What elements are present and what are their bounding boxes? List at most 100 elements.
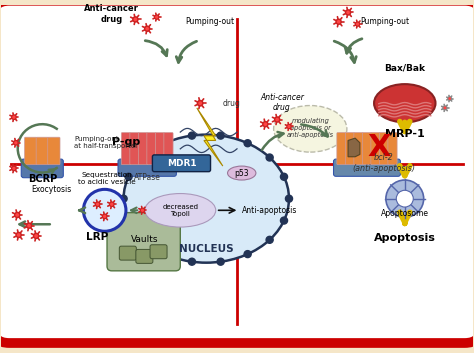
Text: bcl-2
(anti-apoptosis): bcl-2 (anti-apoptosis) xyxy=(352,153,415,173)
FancyBboxPatch shape xyxy=(21,159,64,178)
Circle shape xyxy=(125,173,132,180)
Circle shape xyxy=(281,217,288,224)
Circle shape xyxy=(264,123,266,125)
Circle shape xyxy=(13,167,15,169)
Circle shape xyxy=(161,140,168,147)
Text: MRP-1: MRP-1 xyxy=(385,129,425,139)
Polygon shape xyxy=(197,108,223,166)
Circle shape xyxy=(356,23,358,25)
Text: Anti-apoptosis: Anti-apoptosis xyxy=(242,206,297,215)
Circle shape xyxy=(274,117,280,122)
Circle shape xyxy=(15,213,20,217)
Circle shape xyxy=(266,236,273,243)
FancyBboxPatch shape xyxy=(150,245,167,259)
FancyBboxPatch shape xyxy=(147,132,156,164)
FancyBboxPatch shape xyxy=(130,132,139,164)
Text: MDR1: MDR1 xyxy=(167,158,196,168)
Circle shape xyxy=(139,154,146,161)
Text: P-gp: P-gp xyxy=(112,137,140,147)
Text: decreased
TopoII: decreased TopoII xyxy=(162,204,198,217)
Circle shape xyxy=(346,10,351,15)
Circle shape xyxy=(155,15,159,19)
Circle shape xyxy=(449,98,450,99)
Circle shape xyxy=(188,258,195,265)
Circle shape xyxy=(142,209,143,211)
Text: Exocytosis: Exocytosis xyxy=(31,185,72,194)
Circle shape xyxy=(18,234,20,236)
Circle shape xyxy=(197,101,203,106)
Circle shape xyxy=(244,140,251,147)
FancyBboxPatch shape xyxy=(164,132,173,164)
Circle shape xyxy=(120,195,127,202)
Circle shape xyxy=(34,233,39,238)
Circle shape xyxy=(337,20,340,23)
Circle shape xyxy=(188,132,195,139)
Circle shape xyxy=(448,97,451,100)
Text: Vaults: Vaults xyxy=(131,235,159,244)
FancyBboxPatch shape xyxy=(36,137,48,164)
Circle shape xyxy=(28,225,30,227)
Circle shape xyxy=(95,202,100,207)
Text: LRP: LRP xyxy=(86,232,109,242)
Circle shape xyxy=(16,232,21,238)
Circle shape xyxy=(281,173,288,180)
Text: BCRP: BCRP xyxy=(27,174,57,184)
Text: Apoptosis: Apoptosis xyxy=(374,233,436,243)
Circle shape xyxy=(111,203,113,205)
Circle shape xyxy=(16,214,18,216)
Text: Pumping-out: Pumping-out xyxy=(185,17,234,26)
Text: Anti-cancer
drug: Anti-cancer drug xyxy=(260,93,304,112)
FancyBboxPatch shape xyxy=(379,132,389,164)
Circle shape xyxy=(217,258,224,265)
FancyBboxPatch shape xyxy=(153,155,210,172)
FancyBboxPatch shape xyxy=(337,132,346,164)
Text: Pumping-out
at half-transporter: Pumping-out at half-transporter xyxy=(74,136,138,149)
FancyBboxPatch shape xyxy=(0,1,474,343)
Text: Apoptosome: Apoptosome xyxy=(381,209,429,219)
FancyBboxPatch shape xyxy=(118,159,176,176)
FancyBboxPatch shape xyxy=(107,213,180,271)
Circle shape xyxy=(83,189,126,231)
Circle shape xyxy=(12,166,16,170)
Text: p53: p53 xyxy=(235,168,249,178)
Circle shape xyxy=(125,217,132,224)
Circle shape xyxy=(14,140,18,145)
Circle shape xyxy=(12,115,16,119)
Circle shape xyxy=(134,18,137,20)
Circle shape xyxy=(13,116,15,118)
Circle shape xyxy=(266,154,273,161)
FancyBboxPatch shape xyxy=(48,137,60,164)
Text: Bax/Bak: Bax/Bak xyxy=(384,64,425,73)
Circle shape xyxy=(145,26,150,31)
Circle shape xyxy=(443,106,447,110)
Circle shape xyxy=(288,126,290,127)
FancyBboxPatch shape xyxy=(354,132,363,164)
Circle shape xyxy=(133,17,138,22)
FancyBboxPatch shape xyxy=(334,159,401,176)
Text: Pumping-out: Pumping-out xyxy=(360,17,409,26)
Circle shape xyxy=(287,125,291,128)
Text: drug: drug xyxy=(223,98,241,108)
Text: NUCLEUS: NUCLEUS xyxy=(179,244,234,254)
Circle shape xyxy=(263,122,268,127)
Text: modulating
apoptosis or
anti-apoptosis: modulating apoptosis or anti-apoptosis xyxy=(287,118,334,138)
FancyBboxPatch shape xyxy=(346,132,355,164)
Circle shape xyxy=(109,202,114,207)
Ellipse shape xyxy=(273,106,347,152)
Circle shape xyxy=(285,195,292,202)
Text: ATPase: ATPase xyxy=(134,173,161,182)
FancyBboxPatch shape xyxy=(25,137,37,164)
Circle shape xyxy=(386,180,424,217)
FancyBboxPatch shape xyxy=(155,132,164,164)
Ellipse shape xyxy=(228,166,256,180)
Circle shape xyxy=(102,214,107,219)
FancyBboxPatch shape xyxy=(371,132,380,164)
Circle shape xyxy=(244,251,251,258)
Circle shape xyxy=(35,235,37,237)
FancyBboxPatch shape xyxy=(119,246,137,260)
Circle shape xyxy=(217,132,224,139)
FancyBboxPatch shape xyxy=(138,132,147,164)
FancyBboxPatch shape xyxy=(121,132,130,164)
Circle shape xyxy=(15,142,17,144)
FancyBboxPatch shape xyxy=(362,132,372,164)
